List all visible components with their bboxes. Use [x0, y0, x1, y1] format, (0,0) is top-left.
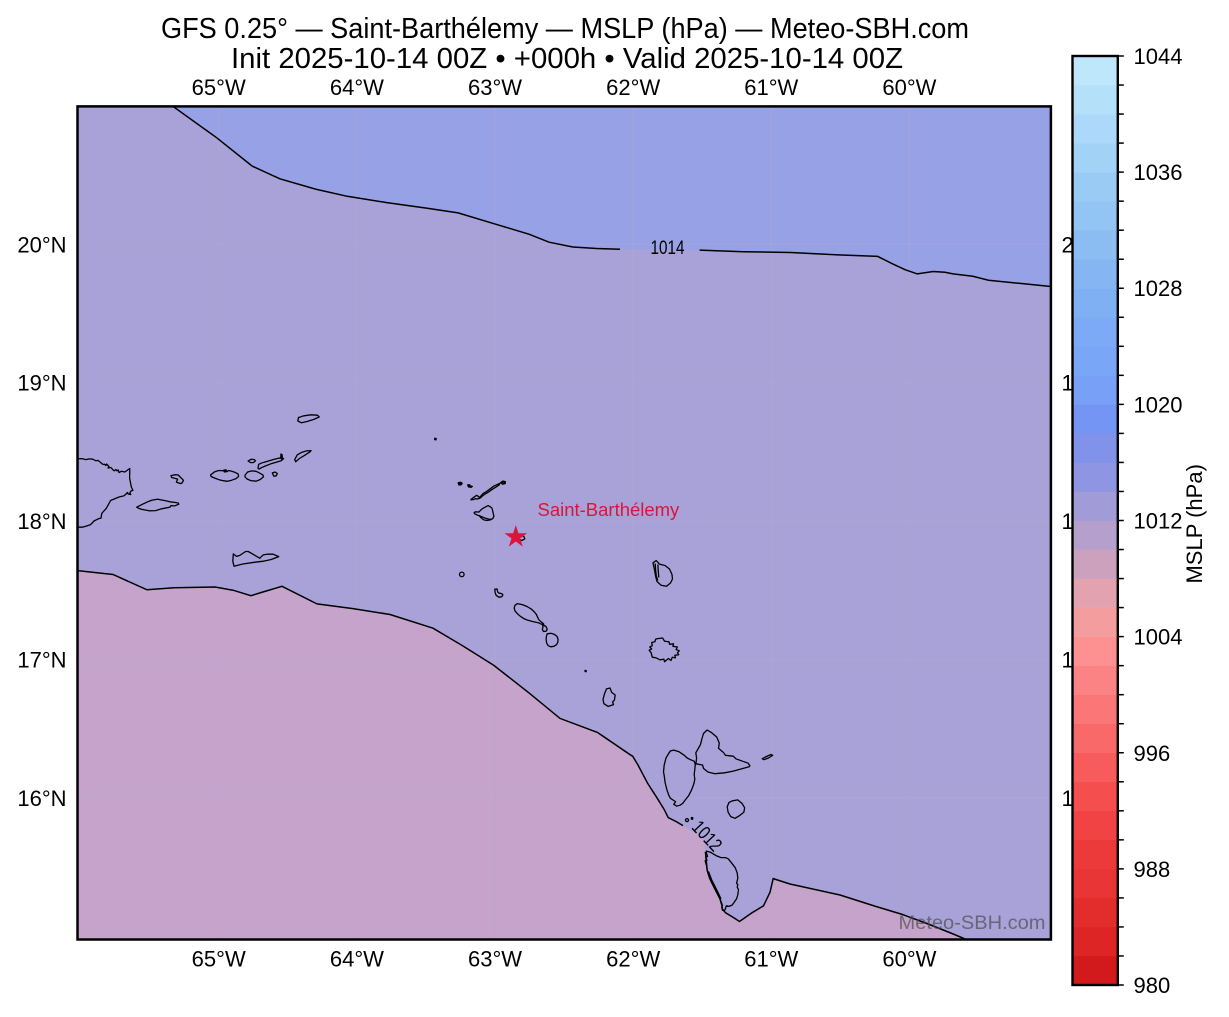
svg-text:61°W: 61°W	[744, 947, 798, 972]
svg-text:980: 980	[1134, 973, 1171, 998]
svg-text:62°W: 62°W	[606, 947, 660, 972]
svg-text:996: 996	[1134, 741, 1171, 766]
svg-text:17°N: 17°N	[17, 648, 66, 673]
svg-text:1004: 1004	[1134, 625, 1183, 650]
svg-text:MSLP (hPa): MSLP (hPa)	[1182, 464, 1207, 583]
svg-text:19°N: 19°N	[17, 371, 66, 396]
svg-text:Init 2025-10-14 00Z • +000h •: Init 2025-10-14 00Z • +000h • Valid 2025…	[231, 43, 903, 75]
svg-text:65°W: 65°W	[192, 947, 246, 972]
svg-text:1020: 1020	[1134, 392, 1183, 417]
svg-text:1014: 1014	[651, 238, 685, 259]
svg-text:GFS 0.25° — Saint-Barthélemy —: GFS 0.25° — Saint-Barthélemy — MSLP (hPa…	[161, 13, 969, 45]
svg-text:64°W: 64°W	[330, 75, 384, 100]
svg-text:1012: 1012	[1134, 509, 1183, 534]
svg-text:1044: 1044	[1134, 44, 1183, 69]
svg-text:18°N: 18°N	[17, 509, 66, 534]
svg-text:Saint-Barthélemy: Saint-Barthélemy	[538, 499, 681, 520]
svg-text:61°W: 61°W	[744, 75, 798, 100]
svg-text:63°W: 63°W	[468, 75, 522, 100]
svg-text:1036: 1036	[1134, 160, 1183, 185]
svg-text:20°N: 20°N	[17, 232, 66, 257]
svg-text:1028: 1028	[1134, 276, 1183, 301]
svg-text:60°W: 60°W	[882, 947, 936, 972]
svg-text:63°W: 63°W	[468, 947, 522, 972]
svg-text:988: 988	[1134, 857, 1171, 882]
svg-text:65°W: 65°W	[192, 75, 246, 100]
svg-text:64°W: 64°W	[330, 947, 384, 972]
svg-text:60°W: 60°W	[882, 75, 936, 100]
svg-text:62°W: 62°W	[606, 75, 660, 100]
svg-text:Meteo-SBH.com: Meteo-SBH.com	[899, 913, 1046, 934]
svg-text:16°N: 16°N	[17, 786, 66, 811]
